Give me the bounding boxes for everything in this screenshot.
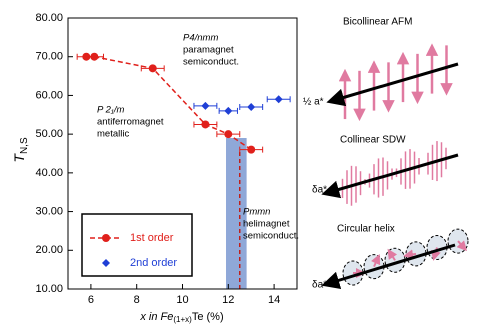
spin-arrow — [403, 249, 417, 260]
y-tick-label: 80.00 — [35, 12, 63, 24]
diagram-title: Bicollinear AFM — [343, 17, 412, 28]
x-tick-label: 8 — [134, 294, 140, 306]
legend-label: 1st order — [130, 232, 174, 244]
spin-arrow — [456, 240, 467, 252]
legend-marker — [102, 259, 110, 267]
x-tick-label: 6 — [88, 294, 94, 306]
y-tick-label: 30.00 — [35, 205, 63, 217]
data-point — [274, 95, 283, 104]
x-tick-label: 12 — [222, 294, 234, 306]
spin-arrow — [387, 248, 398, 261]
data-point — [90, 52, 99, 61]
annotation: Pmmn — [243, 207, 270, 218]
data-point — [224, 106, 233, 115]
y-tick-label: 60.00 — [35, 89, 63, 101]
annotation: P 2₁/m — [97, 105, 125, 116]
spin-arrow — [371, 254, 381, 268]
legend-label: 2nd order — [130, 257, 177, 269]
x-tick-label: 10 — [176, 294, 188, 306]
y-axis-label: TN,S — [11, 137, 30, 163]
x-axis-label-part: x in Fe — [139, 311, 173, 323]
annotation: metallic — [97, 129, 129, 140]
x-axis-label: x in Fe(1+x)Te (%) — [139, 311, 223, 324]
x-axis-label-part: Te (%) — [192, 311, 224, 323]
y-axis-label-part: N,S — [19, 137, 30, 154]
y-tick-label: 50.00 — [35, 128, 63, 140]
y-axis-label-part: T — [11, 153, 27, 163]
y-tick-label: 20.00 — [35, 244, 63, 256]
annotation: semiconduct. — [183, 57, 239, 68]
annotation: semiconduct. — [243, 231, 299, 242]
annotation: paramagnet — [183, 45, 234, 56]
data-point — [247, 145, 256, 154]
legend-marker — [102, 234, 110, 242]
propagation-arrow — [321, 153, 459, 199]
y-tick-label: 70.00 — [35, 51, 63, 63]
data-point — [247, 103, 256, 112]
data-point — [201, 101, 210, 110]
diagram-title: Collinear SDW — [340, 135, 406, 146]
propagation-arrow — [326, 62, 459, 107]
chart: 10.00 20.00 30.00 40.00 50.00 60.00 70.00 80.00… — [11, 12, 299, 324]
diagram-title: Circular helix — [337, 224, 395, 235]
data-point — [201, 120, 210, 129]
data-point — [148, 64, 157, 73]
x-axis-label-part: (1+x) — [173, 315, 192, 324]
legend-box — [81, 213, 193, 277]
annotation: antiferromagnet — [97, 117, 164, 128]
y-tick-label: 10.00 — [35, 283, 63, 295]
propagation-arrow — [321, 243, 456, 289]
data-point — [224, 130, 233, 139]
series-line — [86, 55, 252, 151]
vector-label: δa* — [312, 280, 327, 291]
shaded-region — [226, 138, 247, 289]
vector-label: δa* — [312, 185, 327, 196]
annotation: P4/nmm — [183, 33, 218, 44]
y-tick-label: 40.00 — [35, 167, 63, 179]
diagrams: Bicollinear AFM ½ a* Collinear SDW δa* Circu… — [303, 17, 469, 291]
annotation: helimagnet — [243, 219, 290, 230]
x-tick-label: 14 — [268, 294, 280, 306]
vector-label: ½ a* — [303, 97, 324, 108]
